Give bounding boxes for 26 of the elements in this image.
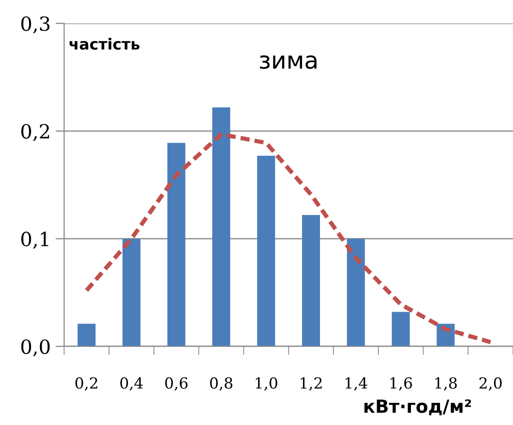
y-axis-title: частість [70, 38, 140, 50]
bar [392, 312, 410, 346]
bar [212, 107, 230, 346]
x-tick-label: 0,4 [120, 377, 143, 391]
y-tick-label: 0,0 [21, 339, 50, 356]
y-tick-label: 0,3 [21, 16, 50, 34]
x-tick-label: 1,2 [300, 377, 322, 391]
bar [346, 238, 365, 346]
x-tick-label: 1,8 [435, 377, 457, 391]
x-tick-label: 0,2 [75, 377, 98, 391]
x-tick-label: 0,6 [165, 377, 188, 391]
y-tick-label: 0,1 [21, 232, 48, 249]
bar [122, 238, 140, 346]
y-tick-label: 0,2 [21, 124, 50, 142]
bar [167, 142, 186, 346]
x-tick-label: 0,8 [210, 377, 232, 391]
x-tick-label: 2,0 [479, 377, 502, 391]
bar [257, 156, 276, 346]
line-series [84, 132, 493, 344]
x-tick-label: 1,6 [390, 377, 412, 391]
bar [302, 215, 320, 346]
text: зима [260, 55, 317, 69]
x-tick-label: 1,0 [256, 377, 278, 391]
x-tick-label: 1,4 [346, 377, 368, 391]
x-axis-title: кВт·год/м² [364, 399, 471, 416]
bar [78, 324, 96, 346]
